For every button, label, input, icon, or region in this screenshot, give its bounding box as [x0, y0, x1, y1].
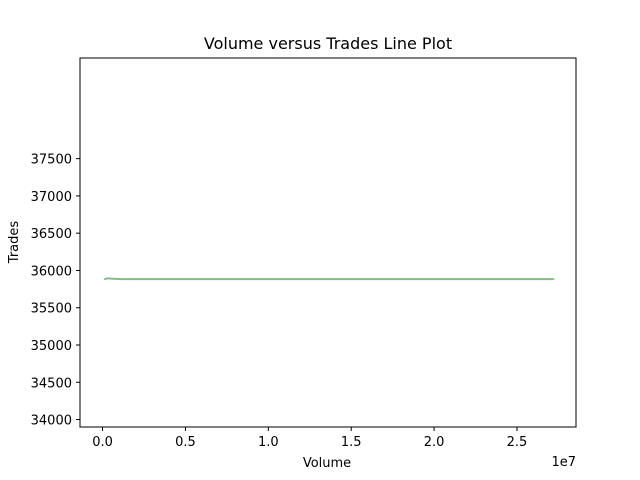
axes-frame	[79, 57, 577, 428]
y-tick-label: 34500	[31, 376, 72, 391]
y-tick-label: 36500	[31, 227, 72, 242]
x-tick-label: 1.0	[258, 435, 279, 450]
x-tick-label: 0.0	[92, 435, 113, 450]
axes: 0.0 0.5 1.0 1.5 2.0 2.5 34000 34500 35000 35500 36…	[31, 57, 577, 450]
y-tick-label: 35000	[31, 339, 72, 354]
y-tick-label: 34000	[31, 414, 72, 429]
x-axis-label: Volume	[303, 456, 351, 471]
x-tick-label: 2.5	[507, 435, 528, 450]
y-tick-label: 37000	[31, 190, 72, 205]
plot-area	[104, 277, 555, 281]
y-axis-label: Trades	[7, 221, 22, 265]
x-tick-label: 2.0	[424, 435, 445, 450]
chart-title: Volume versus Trades Line Plot	[204, 34, 452, 53]
y-tick-label: 37500	[31, 153, 72, 168]
series-line-0	[104, 277, 555, 281]
y-tick-label: 35500	[31, 302, 72, 317]
x-tick-label: 1.5	[341, 435, 362, 450]
x-tick-label: 0.5	[175, 435, 196, 450]
y-tick-label: 36000	[31, 264, 72, 279]
x-axis-offset-label: 1e7	[551, 455, 576, 470]
